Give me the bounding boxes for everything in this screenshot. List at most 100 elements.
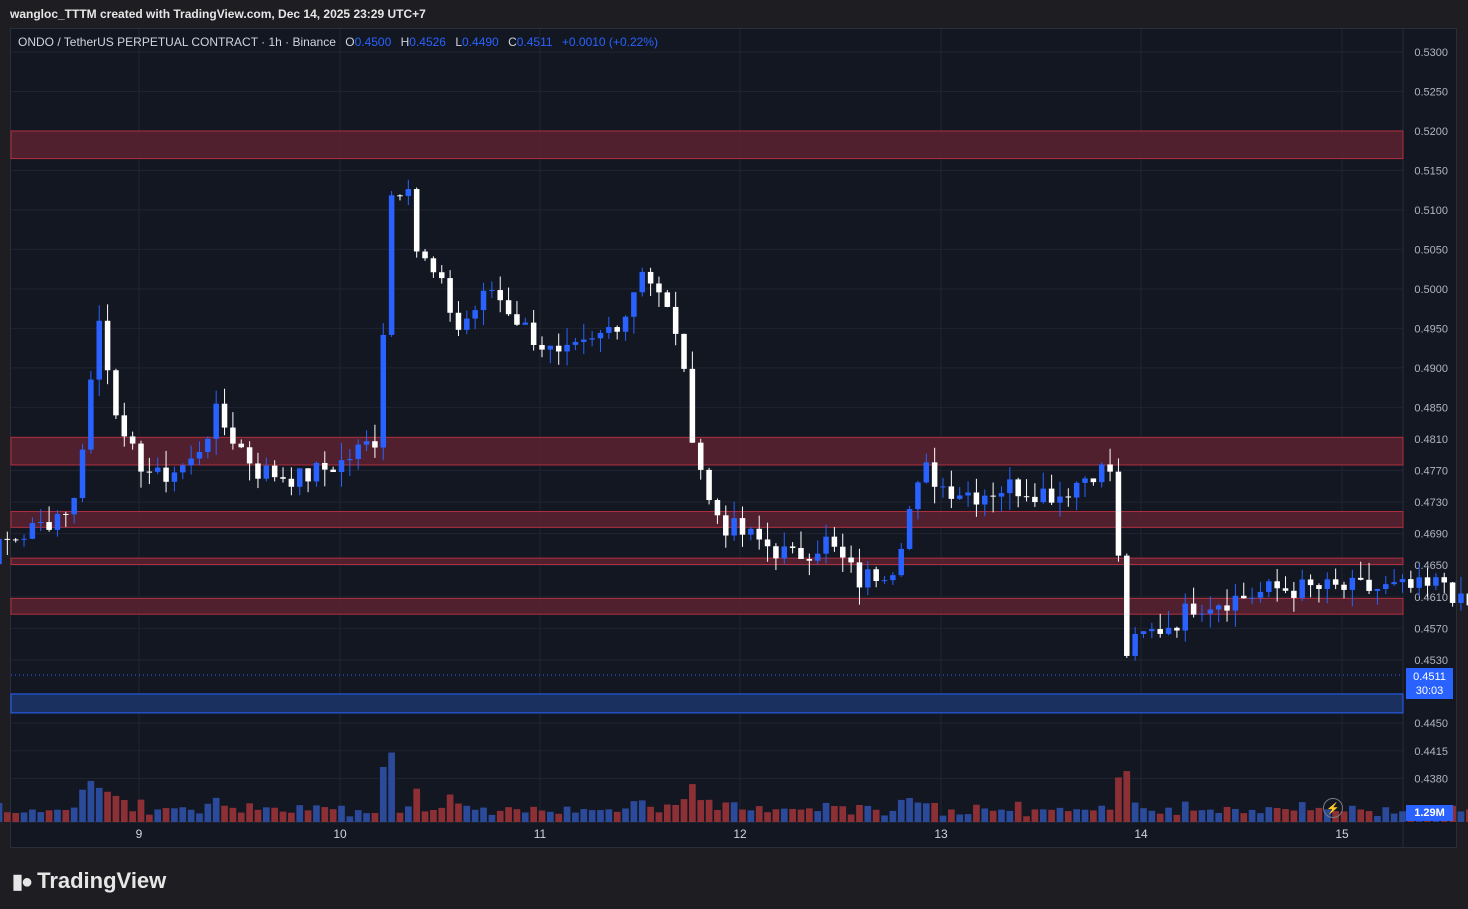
- volume-bar-163: [1298, 802, 1306, 822]
- volume-bar-58: [421, 811, 429, 822]
- volume-bar-88: [672, 804, 680, 822]
- volume-bar-65: [480, 807, 487, 822]
- volume-bar-133: [1048, 809, 1055, 822]
- volume-bar-27: [162, 808, 170, 822]
- candle-body-156: [1240, 595, 1247, 599]
- volume-bar-84: [638, 800, 646, 822]
- volume-bar-22: [120, 799, 128, 822]
- volume-bar-140: [1106, 809, 1114, 822]
- candle-body-141: [1115, 471, 1122, 556]
- candle-body-155: [1232, 595, 1239, 611]
- y-tick-19: 0.4415: [1414, 746, 1448, 758]
- x-tick-9: 9: [136, 827, 143, 841]
- candle-body-51: [363, 441, 370, 445]
- candle-body-127: [998, 493, 1005, 497]
- candle-body-14: [54, 513, 61, 530]
- candle-body-19: [96, 320, 102, 380]
- candle-body-21: [113, 370, 119, 416]
- candle-body-13: [46, 522, 52, 530]
- candle-body-163: [1299, 579, 1305, 598]
- y-tick-10: 0.4810: [1414, 434, 1448, 446]
- volume-bar-130: [1023, 816, 1030, 822]
- volume-bar-142: [1123, 771, 1131, 822]
- volume-bar-11: [29, 809, 36, 822]
- volume-bar-111: [864, 805, 872, 822]
- candle-body-172: [1374, 588, 1381, 591]
- candle-body-7: [0, 538, 2, 565]
- candle-body-130: [1023, 496, 1030, 498]
- candle-body-147: [1165, 627, 1172, 634]
- candle-body-81: [614, 327, 620, 332]
- candle-body-37: [246, 447, 253, 464]
- volume-bar-80: [605, 809, 613, 822]
- candle-body-11: [29, 523, 36, 539]
- volume-bar-87: [663, 804, 671, 822]
- candle-body-112: [873, 569, 879, 581]
- volume-bar-131: [1031, 809, 1039, 822]
- candle-body-136: [1073, 482, 1080, 498]
- attribution-text: wangloc_TTTM created with TradingView.co…: [10, 7, 426, 21]
- candle-body-67: [497, 290, 503, 301]
- resistance-zone-4: [10, 597, 1404, 615]
- candle-body-79: [597, 332, 604, 339]
- volume-bar-161: [1282, 809, 1289, 822]
- volume-bar-104: [805, 808, 813, 822]
- resistance-zone-2: [10, 511, 1404, 528]
- volume-bar-25: [146, 814, 153, 822]
- candle-body-145: [1149, 629, 1155, 632]
- candle-body-71: [530, 322, 537, 345]
- open-value: 0.4500: [354, 35, 392, 49]
- candle-body-113: [881, 580, 888, 582]
- volume-bar-132: [1039, 809, 1047, 822]
- y-tick-2: 0.5200: [1414, 126, 1448, 138]
- low-value: 0.4490: [462, 35, 499, 49]
- candle-body-129: [1015, 479, 1021, 497]
- volume-bar-94: [722, 802, 730, 822]
- candle-body-70: [522, 322, 529, 325]
- volume-bar-164: [1307, 810, 1314, 822]
- candle-body-15: [63, 513, 69, 515]
- volume-bar-68: [505, 807, 512, 822]
- volume-bar-149: [1181, 801, 1189, 822]
- volume-bar-98: [755, 806, 763, 822]
- volume-bar-8: [3, 812, 11, 822]
- symbol-title[interactable]: ONDO / TetherUS PERPETUAL CONTRACT · 1h …: [18, 35, 336, 49]
- candle-body-115: [898, 548, 904, 576]
- candle-body-59: [430, 258, 437, 273]
- candle-body-139: [1098, 464, 1105, 483]
- volume-bar-137: [1081, 809, 1089, 822]
- volume-bar-77: [580, 809, 588, 822]
- x-tick-15: 15: [1335, 827, 1349, 841]
- tradingview-logo[interactable]: ▮● TradingView: [12, 868, 166, 894]
- volume-bar-173: [1382, 807, 1390, 822]
- lightning-icon[interactable]: ⚡: [1323, 798, 1343, 818]
- volume-bar-18: [87, 780, 95, 822]
- volume-bar-76: [572, 812, 579, 822]
- candle-body-26: [154, 467, 161, 472]
- candle-body-25: [146, 471, 153, 473]
- resistance-zone-1: [10, 436, 1404, 466]
- volume-bar-141: [1115, 777, 1122, 822]
- tradingview-logo-icon: ▮●: [12, 870, 33, 893]
- candle-body-135: [1065, 496, 1072, 498]
- candle-body-175: [1399, 579, 1406, 583]
- volume-bar-78: [588, 810, 596, 822]
- volume-bar-47: [329, 809, 337, 822]
- volume-bar-162: [1290, 810, 1298, 822]
- volume-bar-56: [404, 806, 412, 822]
- candle-body-77: [581, 339, 587, 342]
- volume-bar-160: [1273, 808, 1281, 822]
- volume-bar-90: [689, 784, 696, 822]
- volume-bar-23: [129, 811, 136, 822]
- volume-bar-74: [555, 813, 563, 822]
- volume-bar-26: [154, 809, 162, 822]
- volume-bar-39: [262, 807, 270, 822]
- volume-bar-38: [254, 809, 262, 822]
- volume-bar-117: [914, 802, 922, 822]
- candle-body-144: [1140, 631, 1147, 635]
- candle-body-146: [1157, 629, 1163, 634]
- volume-bar-43: [296, 805, 304, 822]
- volume-bar-64: [471, 809, 479, 822]
- candle-body-76: [572, 341, 579, 345]
